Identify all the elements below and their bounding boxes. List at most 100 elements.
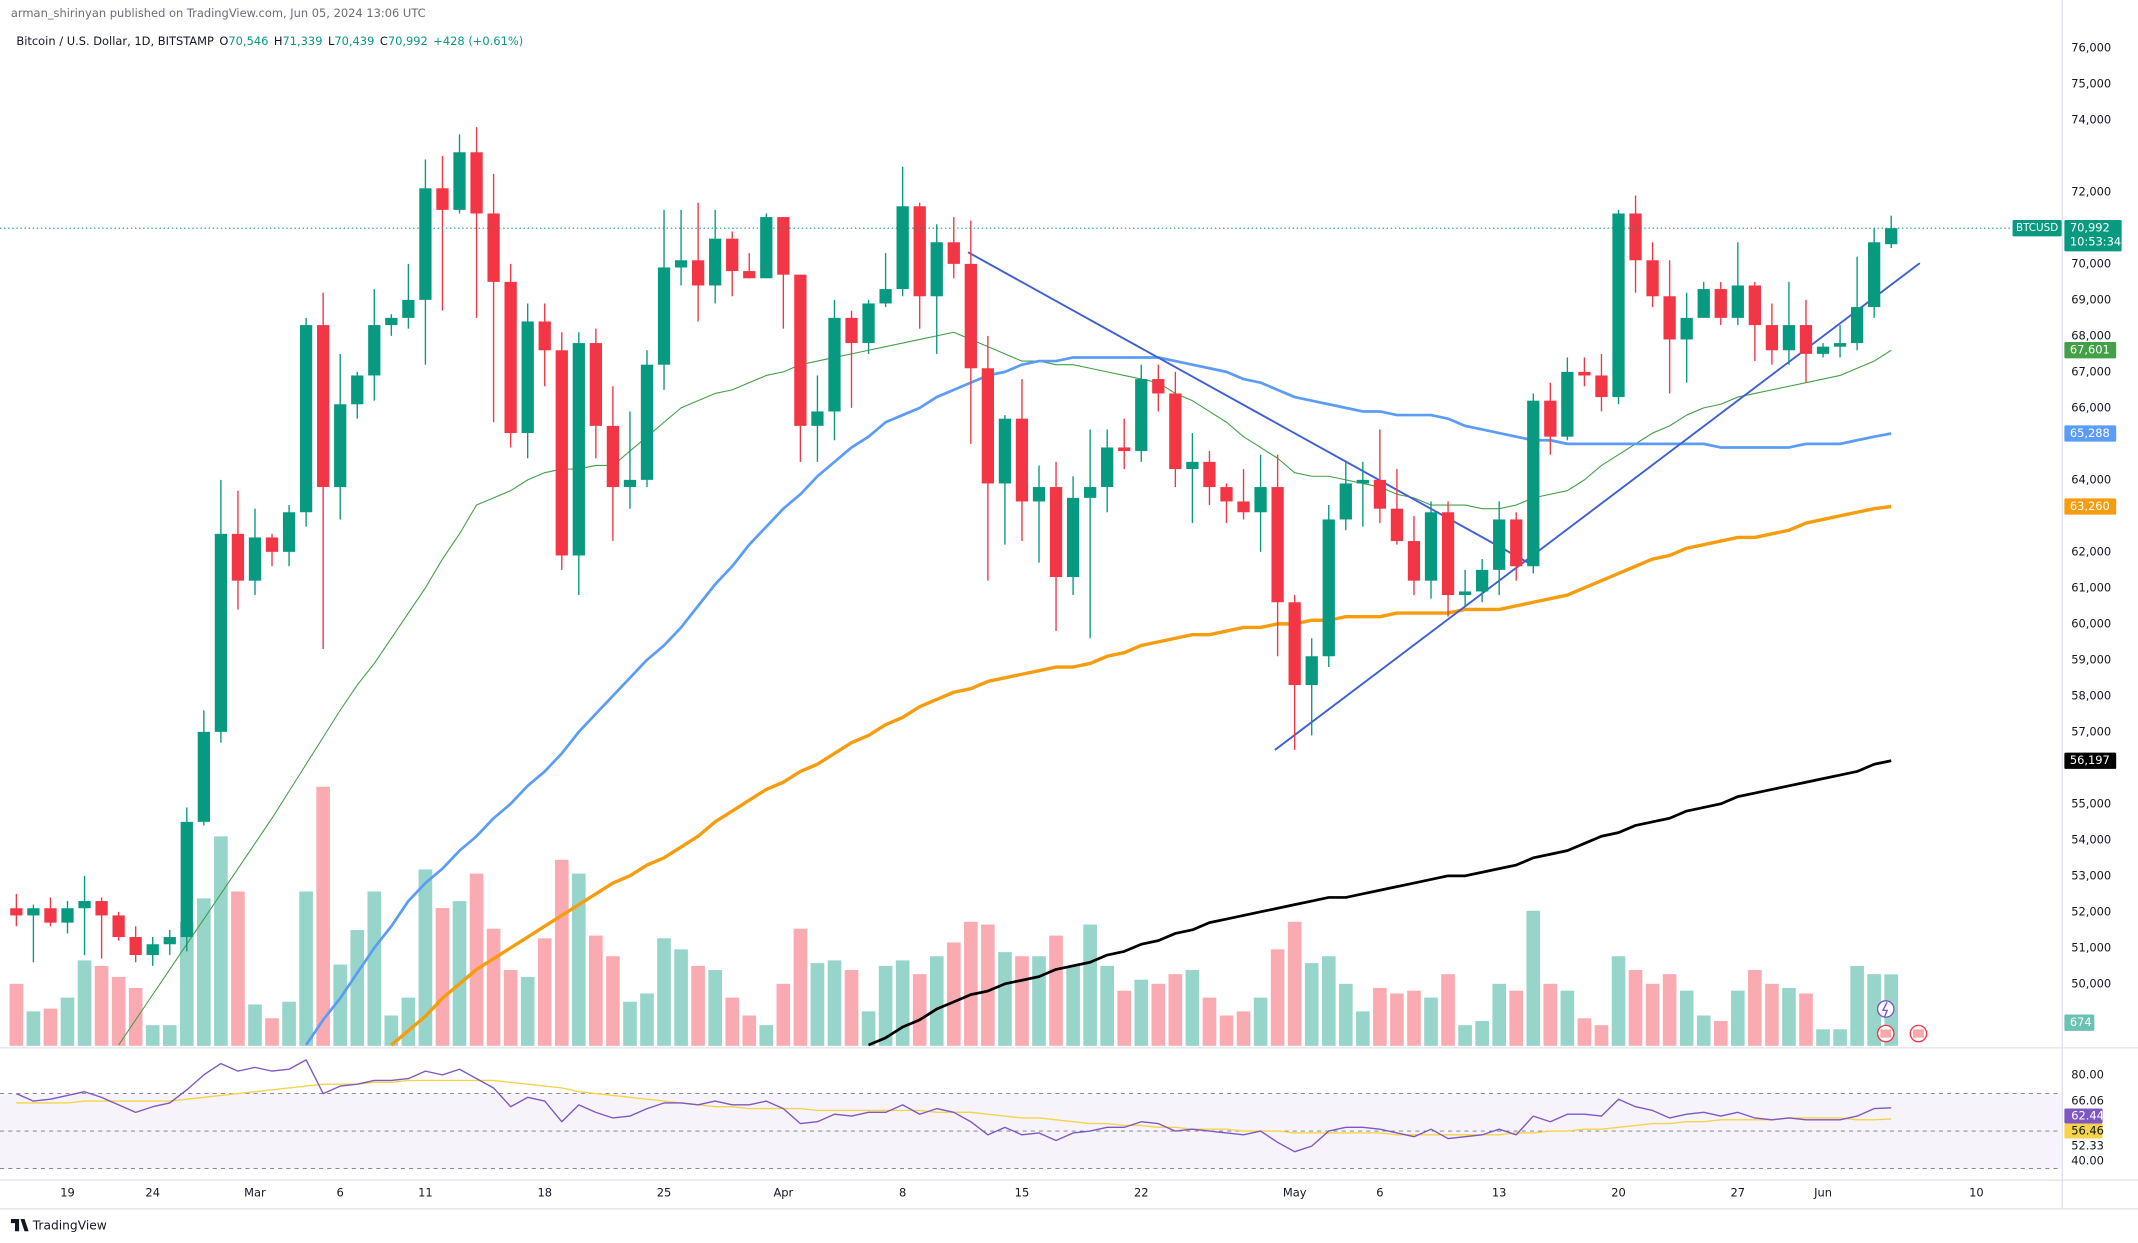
volume-bar <box>776 983 791 1046</box>
volume-bar <box>1083 924 1097 1046</box>
candle-body <box>760 217 773 279</box>
volume-bar <box>1117 990 1132 1046</box>
volume-bar <box>1253 997 1268 1046</box>
rsi-band-label: 52.33 <box>2071 1138 2104 1152</box>
candle-body <box>1322 519 1335 657</box>
volume-bar <box>333 964 348 1046</box>
volume-bar <box>844 970 859 1046</box>
candle-body <box>44 908 57 923</box>
ma-value-label: 67,601 <box>2070 343 2110 357</box>
volume-bar <box>1645 983 1660 1046</box>
ohlc-field-label: O <box>219 33 228 47</box>
volume-value-label: 674 <box>2070 1015 2092 1029</box>
volume-bar <box>231 891 245 1046</box>
rsi-value-label: 56.46 <box>2071 1123 2104 1137</box>
trendline-layer <box>967 251 1921 751</box>
candle-body <box>61 908 74 923</box>
y-tick-label: 57,000 <box>2071 724 2111 738</box>
y-tick-label: 67,000 <box>2071 364 2111 378</box>
candle-body <box>487 213 500 282</box>
volume-bar <box>503 970 518 1046</box>
candle-body <box>1646 260 1659 297</box>
y-tick-label: 53,000 <box>2071 868 2111 882</box>
volume-bar <box>1782 987 1796 1046</box>
candle-body <box>231 533 245 581</box>
candle-body <box>1714 289 1727 318</box>
volume-bar <box>554 859 569 1046</box>
y-tick-label: 58,000 <box>2071 688 2111 702</box>
candle-body <box>95 901 108 916</box>
y-tick-label: 70,000 <box>2071 256 2111 270</box>
candle-body <box>1680 317 1693 340</box>
y-tick-label: 69,000 <box>2071 292 2111 306</box>
volume-bar <box>1424 997 1438 1046</box>
ma-value-label: 65,288 <box>2070 426 2110 440</box>
volume-bar <box>929 956 944 1046</box>
volume-bar <box>1509 990 1524 1046</box>
volume-bar <box>9 983 24 1046</box>
y-tick-label: 55,000 <box>2071 796 2111 810</box>
volume-bar <box>1356 1011 1370 1046</box>
candle-body <box>78 901 91 909</box>
candle-body <box>862 303 875 344</box>
ma-value-box <box>2064 752 2117 769</box>
volume-bar <box>26 1011 41 1046</box>
volume-bar <box>657 938 671 1046</box>
candle-body <box>623 479 637 488</box>
candle-body <box>691 260 705 286</box>
moving-average-line <box>304 356 1892 1046</box>
x-tick-label: Apr <box>773 1186 793 1200</box>
volume-bar <box>1049 935 1063 1046</box>
x-tick-label: 24 <box>145 1186 160 1200</box>
y-tick-label: 66,000 <box>2071 400 2111 414</box>
candle-body <box>1578 371 1591 376</box>
ma-value-box <box>2064 498 2117 515</box>
rsi-tick-label: 80.00 <box>2071 1067 2104 1081</box>
candle-body <box>402 299 415 318</box>
volume-bar <box>1015 956 1029 1046</box>
volume-bar <box>1066 965 1080 1046</box>
axis-layer: 76,000 75,000 74,000 72,000 70,000 69,000 68,0… <box>0 0 2138 1210</box>
x-tick-label: May <box>1283 1186 1307 1200</box>
ticker-label: BTCUSD <box>2016 222 2058 234</box>
candle-body <box>606 425 620 488</box>
x-tick-label: 27 <box>1731 1186 1746 1200</box>
candle-body <box>1663 296 1676 340</box>
volume-bar <box>1134 979 1149 1046</box>
candle-body <box>1782 325 1796 351</box>
volume-bar <box>1867 974 1881 1046</box>
volume-bar <box>1713 1021 1728 1046</box>
volume-bar <box>248 1004 262 1046</box>
candle-body <box>1288 602 1301 686</box>
volume-bar <box>1032 956 1046 1046</box>
candle-body <box>1015 418 1029 502</box>
candle-body <box>27 908 40 916</box>
flag-glyph <box>1880 1029 1892 1038</box>
ohlc-field-label: L <box>328 33 335 47</box>
volume-bar <box>537 938 552 1046</box>
candle-body <box>1493 519 1506 570</box>
flag-glyph <box>1913 1029 1924 1038</box>
x-tick-label: 22 <box>1134 1186 1149 1200</box>
candle-body <box>1697 289 1710 318</box>
x-tick-label: 15 <box>1015 1186 1030 1200</box>
event-icon[interactable] <box>1876 1000 1895 1018</box>
volume-bar <box>674 949 688 1046</box>
volume-bar <box>571 873 586 1046</box>
volume-bar <box>299 891 313 1046</box>
volume-bar <box>179 921 194 1046</box>
candle-body <box>1731 285 1744 318</box>
volume-bar <box>1304 963 1319 1046</box>
x-tick-label: 10 <box>1969 1186 1984 1200</box>
candle-body <box>1510 519 1523 567</box>
candle-body <box>896 206 909 290</box>
symbol-name: Bitcoin / U.S. Dollar, 1D, BITSTAMP <box>16 33 214 47</box>
candle-body <box>1595 375 1608 398</box>
candle-body <box>1799 325 1813 354</box>
candle-body <box>1748 285 1761 326</box>
volume-bar <box>810 963 825 1046</box>
volume-bar <box>725 997 740 1046</box>
candle-body <box>351 375 364 405</box>
volume-bar <box>1662 974 1677 1046</box>
